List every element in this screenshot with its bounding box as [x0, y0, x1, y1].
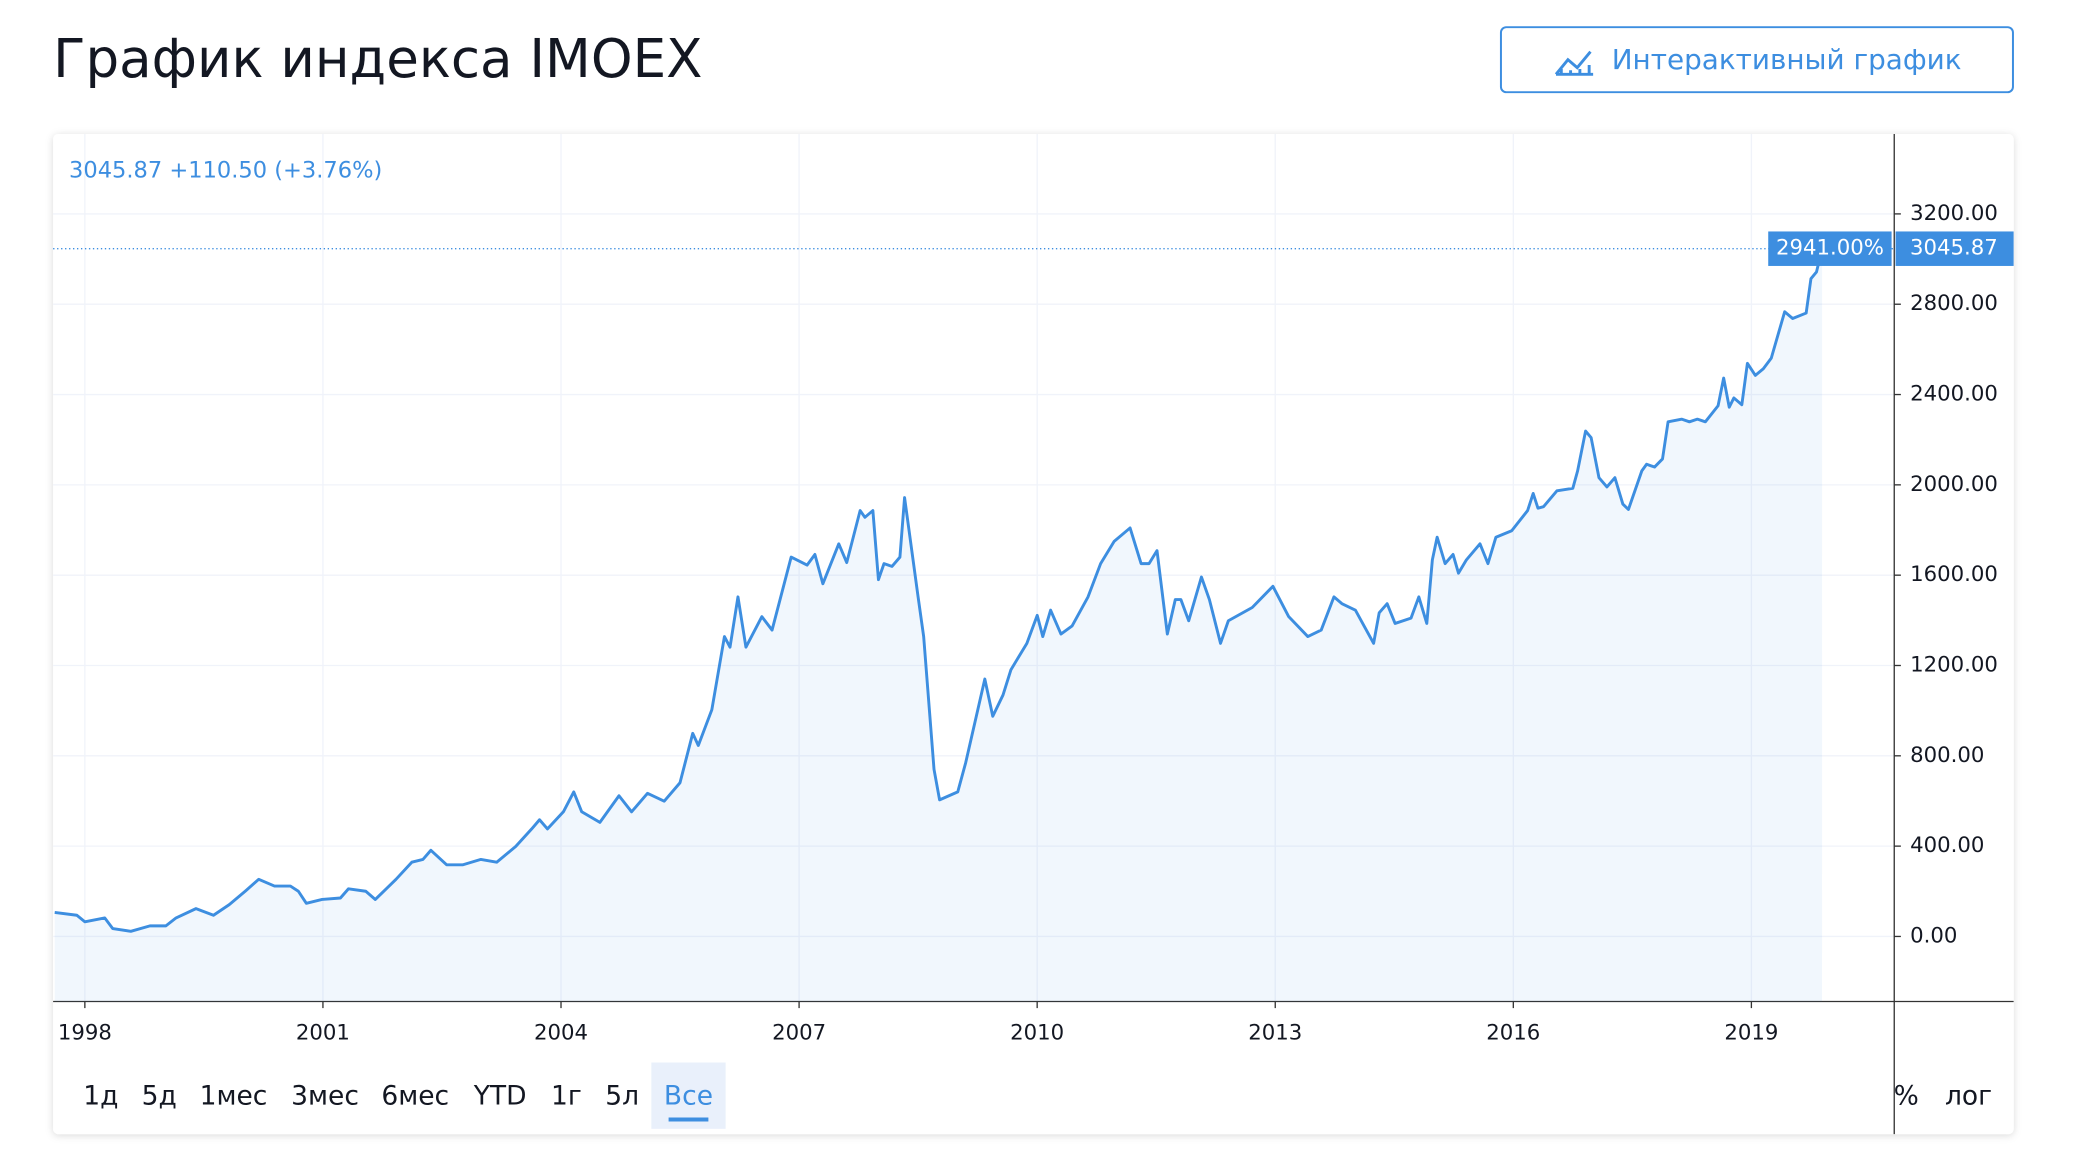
legend-text: 3045.87 +110.50 (+3.76%) [69, 158, 382, 184]
y-tick-label: 2000.00 [1910, 472, 1998, 497]
y-tick-label: 400.00 [1910, 833, 1984, 858]
y-tick-label: 1200.00 [1910, 652, 1998, 677]
x-tick-label: 2013 [1248, 1020, 1302, 1045]
x-tick-label: 2010 [1010, 1020, 1064, 1045]
y-tick-label: 3200.00 [1910, 201, 1998, 226]
line [54, 248, 1824, 933]
range-button[interactable]: 1д [83, 1080, 118, 1111]
y-tick-label: 800.00 [1910, 743, 1984, 768]
range-button[interactable]: YTD [473, 1080, 527, 1111]
y-tick-label: 2800.00 [1910, 291, 1998, 316]
chart-icon [1554, 50, 1594, 76]
page-title: График индекса IMOEX [53, 28, 702, 90]
range-button[interactable]: 5л [605, 1080, 639, 1111]
y-tick-label: 2400.00 [1910, 382, 1998, 407]
button-label[interactable]: Интерактивный график [1612, 43, 1962, 76]
y-tick-label: 0.00 [1910, 923, 1957, 948]
percent-label: 2941.00% [1776, 236, 1884, 261]
chart-card [53, 133, 2014, 1135]
x-tick-label: 2004 [534, 1020, 588, 1045]
y-tick-label: 1600.00 [1910, 562, 1998, 587]
button-frame[interactable] [1499, 26, 2014, 94]
range-button[interactable]: 1г [551, 1080, 582, 1111]
range-button[interactable]: 1мес [200, 1080, 268, 1111]
x-tick-label: 1998 [58, 1020, 112, 1045]
interactive-button[interactable]: Интерактивный график [1499, 26, 2014, 94]
range-button[interactable]: 5д [142, 1080, 177, 1111]
price-label: 3045.87 [1910, 236, 1998, 261]
range-button[interactable]: 3мес [291, 1080, 359, 1111]
percent-label-box [1768, 231, 1892, 266]
price-label-box [1895, 231, 2014, 266]
scale-option[interactable]: % [1894, 1080, 1919, 1111]
x-tick-label: 2007 [772, 1020, 826, 1045]
range-button[interactable]: Все [664, 1080, 713, 1111]
scale-option[interactable]: лог [1945, 1080, 1992, 1111]
area [54, 248, 1823, 1002]
x-tick-label: 2001 [296, 1020, 350, 1045]
range-button[interactable]: 6мес [381, 1080, 449, 1111]
x-tick-label: 2019 [1724, 1020, 1778, 1045]
x-tick-label: 2016 [1486, 1020, 1540, 1045]
